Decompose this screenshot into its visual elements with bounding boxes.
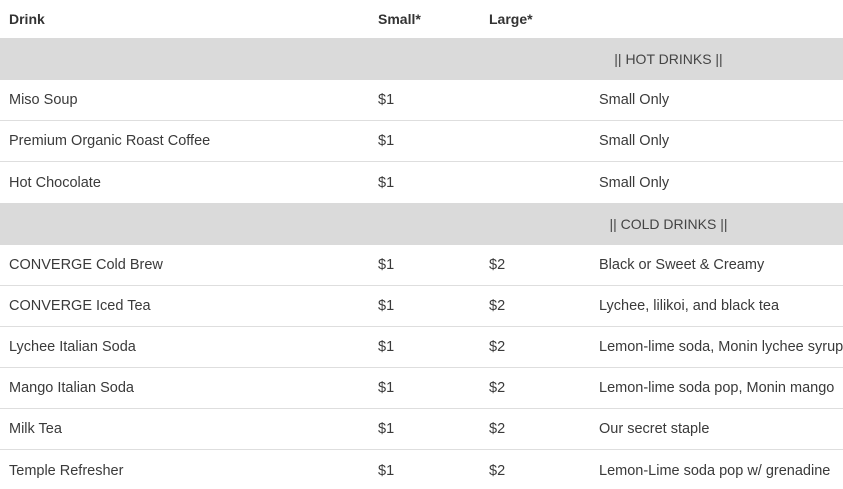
drink-name: Lychee Italian Soda bbox=[9, 339, 136, 355]
table-row: Hot Chocolate $1 Small Only bbox=[0, 162, 843, 203]
column-header-drink: Drink bbox=[9, 11, 45, 27]
drink-note: Small Only bbox=[599, 133, 670, 149]
section-title: || COLD DRINKS || bbox=[609, 216, 728, 232]
drink-note: Black or Sweet & Creamy bbox=[599, 257, 765, 273]
drink-note: Small Only bbox=[599, 92, 670, 108]
large-price: $2 bbox=[489, 298, 506, 314]
drink-name: Milk Tea bbox=[9, 421, 62, 437]
drink-note: Lychee, lilikoi, and black tea bbox=[599, 298, 780, 314]
drink-name: Mango Italian Soda bbox=[9, 380, 134, 396]
large-price: $2 bbox=[489, 462, 506, 479]
table-row: CONVERGE Iced Tea $1 $2 Lychee, lilikoi,… bbox=[0, 286, 843, 327]
small-price: $1 bbox=[378, 462, 395, 479]
drink-note: Lemon-lime soda pop, Monin mango bbox=[599, 380, 835, 396]
small-price: $1 bbox=[378, 339, 395, 355]
large-price: $2 bbox=[489, 421, 506, 437]
section-title: || HOT DRINKS || bbox=[614, 51, 723, 67]
drink-name: Temple Refresher bbox=[9, 462, 124, 479]
drink-name: Miso Soup bbox=[9, 92, 78, 108]
drink-name: CONVERGE Cold Brew bbox=[9, 257, 163, 273]
column-header-small: Small* bbox=[378, 11, 421, 27]
drink-name: CONVERGE Iced Tea bbox=[9, 298, 151, 314]
drink-name: Premium Organic Roast Coffee bbox=[9, 133, 211, 149]
small-price: $1 bbox=[378, 380, 395, 396]
large-price: $2 bbox=[489, 380, 506, 396]
table-row: Premium Organic Roast Coffee $1 Small On… bbox=[0, 121, 843, 162]
large-price: $2 bbox=[489, 339, 506, 355]
large-price: $2 bbox=[489, 257, 506, 273]
small-price: $1 bbox=[378, 92, 395, 108]
drink-name: Hot Chocolate bbox=[9, 174, 101, 191]
column-header-large: Large* bbox=[489, 11, 533, 27]
small-price: $1 bbox=[378, 421, 395, 437]
small-price: $1 bbox=[378, 298, 395, 314]
table-row: Temple Refresher $1 $2 Lemon-Lime soda p… bbox=[0, 450, 843, 489]
section-header-hot-drinks: || HOT DRINKS || bbox=[0, 38, 843, 80]
drink-note: Our secret staple bbox=[599, 421, 710, 437]
small-price: $1 bbox=[378, 257, 395, 273]
table-row: Mango Italian Soda $1 $2 Lemon-lime soda… bbox=[0, 368, 843, 409]
drink-note: Lemon-Lime soda pop w/ grenadine bbox=[599, 462, 831, 479]
small-price: $1 bbox=[378, 174, 395, 191]
drink-note: Lemon-lime soda, Monin lychee syrup bbox=[599, 339, 843, 355]
table-row: Miso Soup $1 Small Only bbox=[0, 80, 843, 121]
drink-note: Small Only bbox=[599, 174, 670, 191]
small-price: $1 bbox=[378, 133, 395, 149]
table-header: Drink Small* Large* bbox=[0, 0, 843, 38]
section-header-cold-drinks: || COLD DRINKS || bbox=[0, 203, 843, 245]
table-row: CONVERGE Cold Brew $1 $2 Black or Sweet … bbox=[0, 245, 843, 286]
table-row: Lychee Italian Soda $1 $2 Lemon-lime sod… bbox=[0, 327, 843, 368]
table-row: Milk Tea $1 $2 Our secret staple bbox=[0, 409, 843, 450]
